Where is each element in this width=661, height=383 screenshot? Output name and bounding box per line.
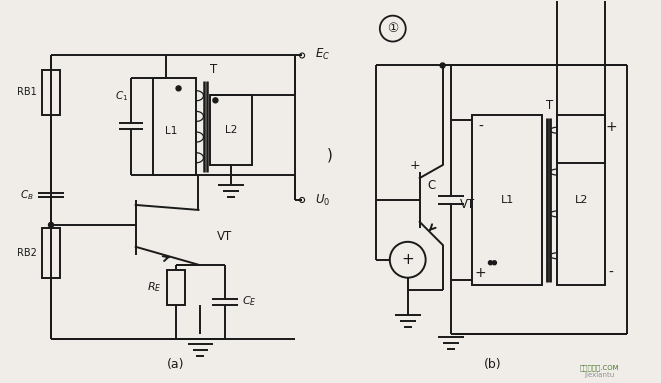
Circle shape xyxy=(488,261,492,265)
Circle shape xyxy=(299,198,305,203)
Text: L2: L2 xyxy=(225,125,237,135)
Text: T: T xyxy=(545,99,553,112)
Text: L2: L2 xyxy=(574,195,588,205)
Bar xyxy=(42,70,60,115)
Text: VT: VT xyxy=(460,198,475,211)
Text: 电工接线图.COM: 电工接线图.COM xyxy=(579,364,619,371)
Text: VT: VT xyxy=(216,230,231,243)
Text: RB2: RB2 xyxy=(17,248,37,258)
Text: $E_C$: $E_C$ xyxy=(315,47,330,62)
Text: +: + xyxy=(409,159,420,172)
Circle shape xyxy=(492,261,496,265)
Text: C: C xyxy=(428,178,436,192)
Bar xyxy=(557,115,605,285)
Text: +: + xyxy=(475,266,486,280)
Text: (b): (b) xyxy=(484,358,501,371)
Bar xyxy=(210,95,253,165)
Text: +: + xyxy=(401,252,414,267)
Text: ①: ① xyxy=(387,22,399,35)
Circle shape xyxy=(299,53,305,58)
Text: $R_E$: $R_E$ xyxy=(147,280,162,293)
Circle shape xyxy=(440,63,445,68)
Text: (a): (a) xyxy=(167,358,184,371)
Bar xyxy=(153,79,196,175)
Circle shape xyxy=(176,86,181,91)
Text: $C_B$: $C_B$ xyxy=(20,188,34,202)
Text: L1: L1 xyxy=(165,126,178,136)
Text: -: - xyxy=(478,120,483,134)
Text: jiexiantu: jiexiantu xyxy=(584,372,614,378)
Text: -: - xyxy=(609,266,613,280)
Bar xyxy=(167,270,184,304)
Text: $C_E$: $C_E$ xyxy=(243,295,257,308)
Circle shape xyxy=(48,223,54,228)
Text: T: T xyxy=(210,63,217,76)
Bar xyxy=(473,115,542,285)
Circle shape xyxy=(213,98,218,103)
Text: +: + xyxy=(605,120,617,134)
Bar xyxy=(557,0,605,163)
Text: $U_0$: $U_0$ xyxy=(315,192,330,208)
Text: ): ) xyxy=(327,147,333,163)
Text: $C_1$: $C_1$ xyxy=(114,90,128,103)
Text: RB1: RB1 xyxy=(17,87,37,97)
Bar xyxy=(42,228,60,278)
Text: L1: L1 xyxy=(501,195,514,205)
